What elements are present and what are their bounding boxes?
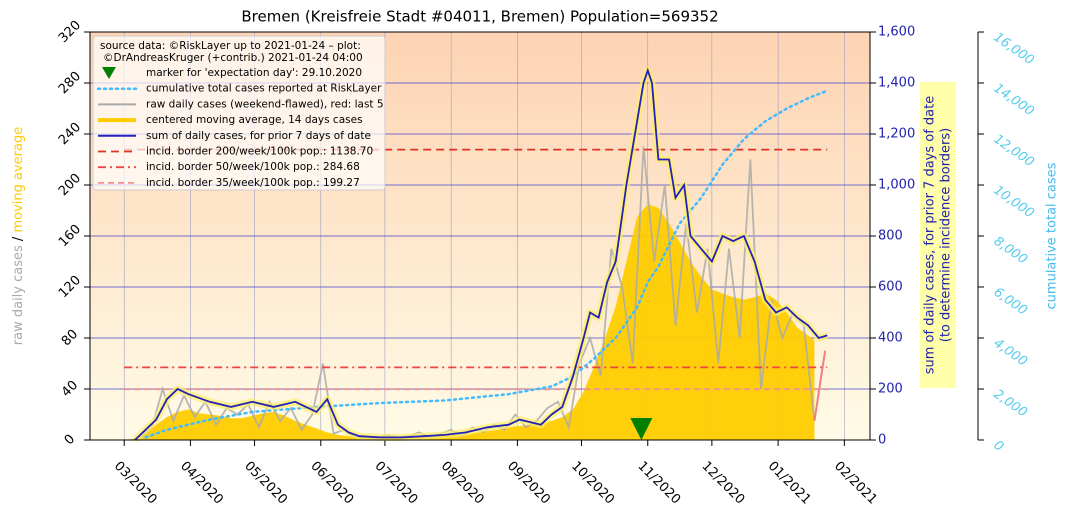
y2-axis-label: sum of daily cases, for prior 7 days of … — [923, 96, 938, 375]
x-tick-label: 12/2020 — [699, 459, 748, 508]
legend-symbol — [102, 67, 116, 79]
y-tick-label: 200 — [56, 171, 84, 199]
y2-tick-label: 1,000 — [878, 178, 915, 193]
y2-tick-label: 400 — [878, 331, 903, 346]
y-tick-label: 0 — [62, 432, 78, 448]
legend: source data: ©RiskLayer up to 2021-01-24… — [92, 35, 386, 191]
x-tick-label: 07/2020 — [372, 459, 421, 508]
legend-box — [92, 35, 386, 191]
plot-frame — [89, 31, 871, 441]
x-tick-label: 01/2021 — [765, 459, 814, 508]
chart-title: Bremen (Kreisfreie Stadt #04011, Bremen)… — [241, 8, 718, 26]
legend-label: incid. border 50/week/100k pop.: 284.68 — [146, 161, 360, 173]
y3-tick-label: 8,000 — [991, 234, 1030, 268]
y3-tick-label: 0 — [991, 438, 1006, 455]
legend-label: marker for 'expectation day': 29.10.2020 — [146, 67, 362, 79]
y-tick-label: 40 — [59, 378, 81, 400]
legend-source: ©DrAndreasKruger (+contrib.) 2021-01-24 … — [103, 52, 363, 64]
y-tick-label: 120 — [56, 273, 84, 301]
y2-tick-label: 600 — [878, 280, 903, 295]
y3-tick-label: 12,000 — [991, 132, 1037, 170]
y2-tick-label: 1,400 — [878, 76, 915, 91]
y3-tick-label: 14,000 — [991, 81, 1037, 119]
x-tick-label: 11/2020 — [634, 459, 683, 508]
y-axis-label: raw daily cases / moving average — [11, 127, 26, 345]
x-tick-label: 06/2020 — [307, 459, 356, 508]
x-tick-label: 09/2020 — [504, 459, 553, 508]
y2-label-box — [920, 82, 956, 388]
y-tick-label: 160 — [56, 222, 84, 250]
y2-tick-label: 1,600 — [878, 25, 915, 40]
y-tick-label: 240 — [56, 120, 84, 148]
y3-tick-label: 6,000 — [991, 285, 1030, 319]
x-tick-label: 08/2020 — [438, 459, 487, 508]
legend-label: raw daily cases (weekend-flawed), red: l… — [146, 98, 384, 110]
legend-source: source data: ©RiskLayer up to 2021-01-24… — [100, 40, 361, 52]
y-label-part: / — [11, 236, 26, 241]
y3-tick-label: 4,000 — [991, 336, 1030, 370]
legend-label: sum of daily cases, for prior 7 days of … — [146, 130, 371, 142]
y2-tick-label: 800 — [878, 229, 903, 244]
y-label-part: moving average — [11, 127, 26, 233]
legend-label: cumulative total cases reported at RiskL… — [146, 83, 382, 95]
y-label-part: raw daily cases — [11, 245, 26, 345]
y2-axis-label: (to determine incidence borders) — [939, 128, 954, 343]
legend-label: centered moving average, 14 days cases — [146, 114, 363, 126]
moving-average-area — [124, 204, 815, 440]
y2-tick-label: 0 — [878, 433, 886, 448]
raw-cases-recent — [813, 350, 827, 422]
x-tick-label: 05/2020 — [241, 459, 290, 508]
legend-label: incid. border 35/week/100k pop.: 199.27 — [146, 177, 360, 189]
cumulative-line — [144, 89, 829, 439]
legend-label: incid. border 200/week/100k pop.: 1138.7… — [146, 146, 373, 158]
y3-axis-label: cumulative total cases — [1045, 162, 1060, 309]
y3-tick-label: 10,000 — [991, 183, 1037, 221]
x-tick-label: 02/2021 — [831, 459, 880, 508]
y2-tick-label: 200 — [878, 382, 903, 397]
expectation-marker — [630, 418, 653, 440]
y2-tick-label: 1,200 — [878, 127, 915, 142]
y-tick-label: 80 — [59, 327, 81, 349]
x-tick-label: 10/2020 — [568, 459, 617, 508]
x-tick-label: 03/2020 — [111, 459, 160, 508]
y3-tick-label: 16,000 — [991, 30, 1037, 68]
sum-7day-line — [134, 67, 828, 441]
y-tick-label: 280 — [56, 69, 84, 97]
x-tick-label: 04/2020 — [177, 459, 226, 508]
y3-tick-label: 2,000 — [991, 387, 1030, 421]
y-tick-label: 320 — [56, 18, 84, 46]
